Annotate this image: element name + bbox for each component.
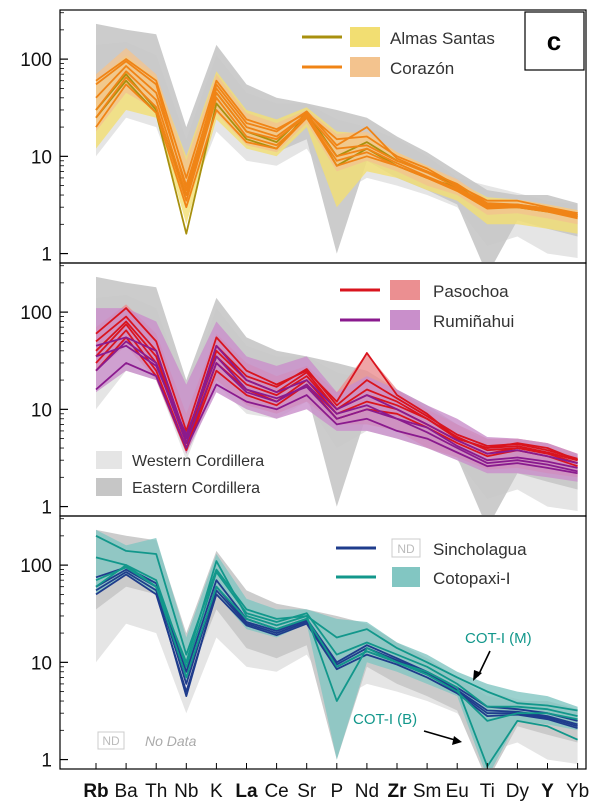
legend-pasochoa-label: Pasochoa (433, 282, 509, 301)
x-tick-label-zr: Zr (388, 781, 408, 802)
legend-sincho-nd-box (391, 538, 421, 558)
sample-line-coraz-n-5 (95, 60, 578, 215)
y-tick-label: 1 (41, 498, 52, 519)
y-tick-label: 1 (41, 245, 52, 266)
legend-rumi-fill (390, 310, 420, 330)
y-tick-label: 10 (31, 653, 52, 674)
legend-corazon-fill (350, 57, 380, 77)
sample-line-coraz-n-2 (95, 58, 578, 215)
cot-m-arrow (477, 650, 491, 677)
cot-b-label: COT-I (B) (353, 711, 417, 728)
sample-line-cotopaxi-i-4 (95, 566, 578, 722)
x-tick-label-eu: Eu (446, 781, 469, 802)
sample-line-coraz-n-4 (95, 70, 578, 218)
x-tick-label-nd: Nd (355, 781, 379, 802)
x-tick-label-dy: Dy (506, 781, 530, 802)
sample-line-pasochoa-1 (95, 307, 578, 462)
no-data-label: No Data (145, 733, 197, 749)
y-tick-label: 10 (31, 400, 52, 421)
x-tick-label-sr: Sr (297, 781, 317, 802)
x-tick-label-yb: Yb (566, 781, 589, 802)
nd-box (97, 731, 125, 750)
legend-pasochoa-fill (390, 280, 420, 300)
x-tick-label-ti: Ti (480, 781, 495, 802)
panel-2-plot (95, 276, 578, 515)
x-tick-label-la: La (235, 781, 258, 802)
sample-line-coraz-n-1 (95, 83, 578, 218)
sample-line-rumi-ahui-4 (95, 344, 578, 473)
sample-line-rumi-ahui-3 (95, 336, 578, 464)
nd-label: ND (102, 734, 120, 748)
cot-b-arrowhead (452, 736, 462, 745)
y-tick-label: 100 (20, 50, 52, 71)
x-tick-label-th: Th (145, 781, 167, 802)
panel-3-plot (95, 529, 578, 768)
cot-m-label: COT-I (M) (465, 630, 532, 647)
x-tick-label-sm: Sm (413, 781, 442, 802)
sample-line-sincholagua-3 (95, 568, 578, 726)
y-tick-label: 1 (41, 751, 52, 772)
legend-corazon-label: Corazón (390, 59, 454, 78)
legend-coto-label: Cotopaxi-I (433, 569, 510, 588)
sample-line-coraz-n-6 (95, 76, 578, 220)
x-tick-label-nb: Nb (174, 781, 198, 802)
panel-letter: c (547, 26, 561, 56)
y-tick-label: 100 (20, 303, 52, 324)
x-tick-label-k: K (210, 781, 223, 802)
x-tick-label-ce: Ce (264, 781, 288, 802)
legend-coto-fill (392, 567, 420, 587)
legend-sincho-nd: ND (397, 542, 415, 556)
cot-b-arrow (423, 730, 456, 741)
legend-almas-label: Almas Santas (390, 29, 495, 48)
sample-line-sincholagua-4 (95, 573, 578, 730)
legend-eastern-swatch (96, 478, 122, 496)
cot-m-arrowhead (473, 670, 482, 681)
legend-sincho-label: Sincholagua (433, 540, 527, 559)
legend-western-label: Western Cordillera (132, 453, 264, 470)
legend-eastern-label: Eastern Cordillera (132, 480, 260, 497)
legend-rumi-label: Rumiñahui (433, 312, 514, 331)
legend-almas-fill (350, 27, 380, 47)
sample-line-rumi-ahui-1 (95, 362, 578, 475)
panel-letter-box (524, 11, 585, 71)
legend-western-swatch (96, 451, 122, 469)
y-tick-label: 10 (31, 147, 52, 168)
x-tick-label-p: P (330, 781, 343, 802)
y-tick-label: 100 (20, 556, 52, 577)
sample-line-cotopaxi-i-1 (95, 534, 578, 712)
panel-3-frame (59, 515, 587, 770)
x-tick-label-y: Y (541, 781, 554, 802)
panel-1-plot (95, 23, 578, 262)
x-tick-label-rb: Rb (83, 781, 108, 802)
sample-line-rumi-ahui-2 (95, 340, 578, 469)
sample-line-cotopaxi-i-3 (95, 556, 578, 768)
x-tick-label-ba: Ba (114, 781, 138, 802)
